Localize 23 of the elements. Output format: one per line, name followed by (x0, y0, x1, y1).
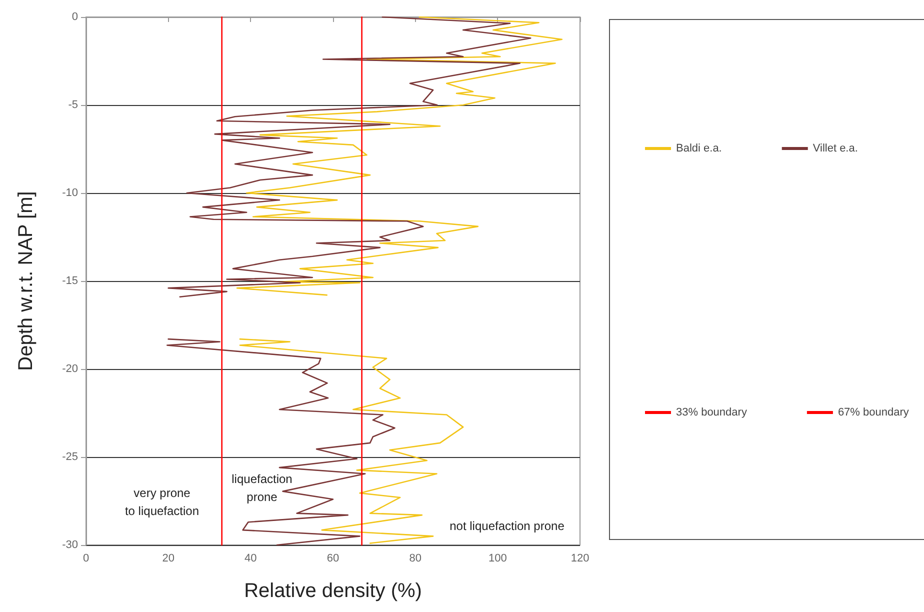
y-tick-label: -20 (62, 363, 78, 375)
y-tick-label: -10 (62, 187, 78, 199)
x-axis-title: Relative density (%) (244, 580, 422, 602)
y-tick-label: -15 (62, 275, 78, 287)
legend-label: 33% boundary (676, 406, 748, 418)
x-tick-label: 0 (82, 552, 90, 564)
y-axis-title: Depth w.r.t. NAP [m] (15, 191, 37, 371)
annotation: liquefaction prone (232, 472, 292, 504)
x-tick-label: 120 (570, 552, 590, 564)
x-tick-label: 100 (488, 552, 507, 564)
legend-label: Villet e.a. (812, 142, 858, 154)
x-tick-label: 40 (244, 552, 257, 564)
y-tick-label: -5 (68, 99, 78, 111)
x-tick-label: 20 (162, 552, 174, 564)
x-tick-label: 60 (326, 552, 340, 564)
y-tick-label: 0 (72, 11, 78, 23)
y-tick-label: -30 (62, 539, 78, 551)
annotation: not liquefaction prone (450, 519, 565, 533)
annotation: very prone to liquefaction (124, 486, 200, 518)
y-tick-label: -25 (62, 451, 78, 463)
legend-label: Baldi e.a. (676, 142, 722, 154)
x-tick-label: 80 (409, 552, 422, 564)
legend-label: 67% boundary (838, 406, 910, 418)
